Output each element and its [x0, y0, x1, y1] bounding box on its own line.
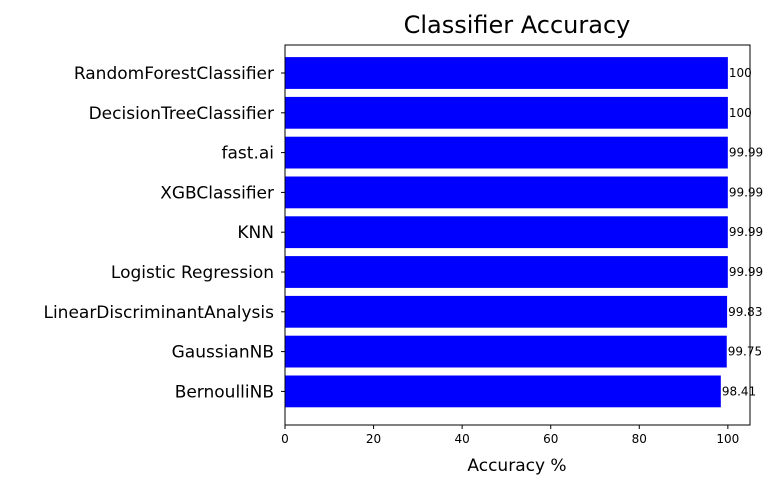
bar-xgbclassifier	[285, 176, 728, 209]
category-label: LinearDiscriminantAnalysis	[43, 303, 274, 323]
category-label: DecisionTreeClassifier	[89, 104, 274, 124]
x-tick-label: 20	[366, 432, 381, 446]
x-tick-label: 0	[281, 432, 289, 446]
category-label: KNN	[237, 223, 274, 243]
category-label: Logistic Regression	[111, 263, 274, 283]
value-label: 99.75	[728, 345, 762, 359]
value-labels: 100 100 99.99 99.99 99.99 99.99 99.83 99.75 98.4…	[722, 66, 763, 398]
bar-gaussiannb	[285, 335, 727, 368]
x-tick-label: 40	[455, 432, 470, 446]
x-axis: 0 20 40 60 80 100	[281, 425, 739, 446]
value-label: 100	[729, 66, 752, 80]
category-labels: RandomForestClassifier DecisionTreeClassi…	[43, 64, 285, 402]
bar-knn	[285, 216, 728, 249]
bar-fast-ai	[285, 136, 728, 169]
x-tick-label: 60	[543, 432, 558, 446]
plot-frame	[284, 44, 751, 426]
value-label: 99.99	[729, 225, 763, 239]
value-label: 99.99	[729, 146, 763, 160]
value-label: 100	[729, 106, 752, 120]
bar-lineardiscriminantanalysis	[285, 295, 728, 328]
x-tick-label: 100	[716, 432, 739, 446]
x-tick-label: 80	[632, 432, 647, 446]
category-label: fast.ai	[222, 144, 274, 164]
category-label: XGBClassifier	[160, 183, 274, 203]
bar-decisiontreeclassifier	[285, 96, 728, 129]
bar-logistic-regression	[285, 256, 728, 288]
category-label: BernoulliNB	[175, 382, 274, 402]
value-label: 99.99	[729, 265, 763, 279]
value-label: 99.83	[728, 305, 762, 319]
bar-randomforestclassifier	[285, 57, 728, 89]
value-label: 98.41	[722, 384, 756, 398]
bar-bernoullinb	[285, 375, 721, 408]
value-label: 99.99	[729, 185, 763, 199]
category-label: GaussianNB	[172, 343, 274, 363]
chart-title: Classifier Accuracy	[404, 11, 631, 39]
bars-layer	[285, 57, 728, 408]
category-label: RandomForestClassifier	[74, 64, 274, 84]
x-axis-label: Accuracy %	[467, 456, 566, 476]
